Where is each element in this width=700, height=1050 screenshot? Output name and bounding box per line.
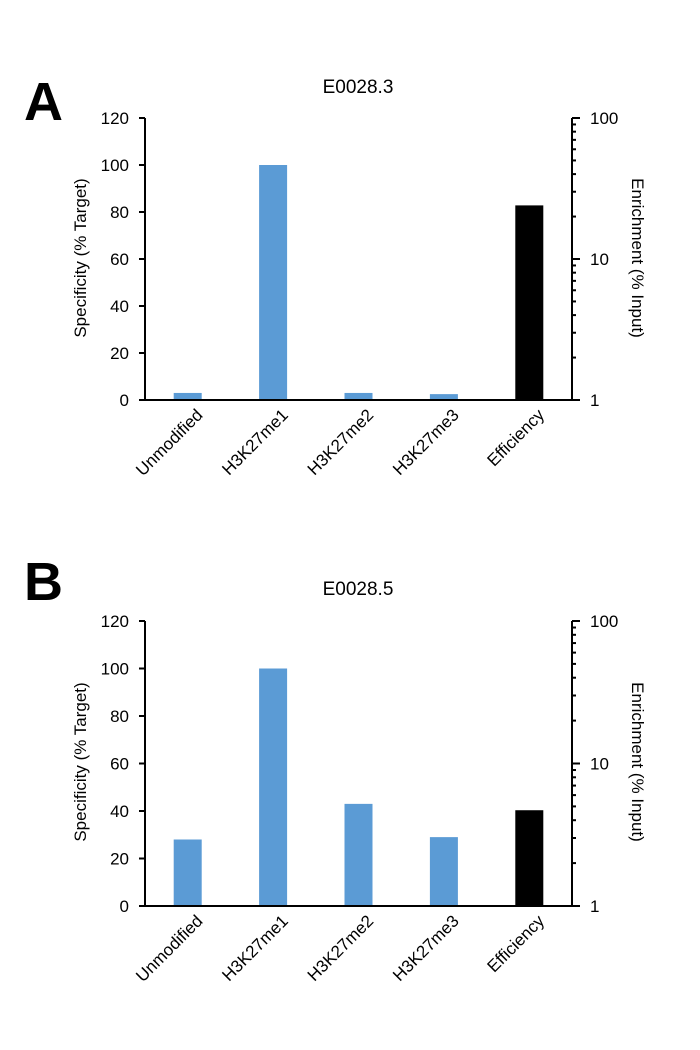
x-tick-label: Unmodified [132, 911, 206, 985]
y-tick-label: 40 [110, 802, 129, 821]
bar-efficiency [515, 810, 544, 906]
x-tick-label: H3K27me1 [218, 405, 292, 479]
bar [344, 392, 373, 400]
y2-tick-label: 100 [590, 109, 618, 128]
y-tick-label: 0 [120, 391, 129, 410]
y-tick-label: 40 [110, 297, 129, 316]
chart-title: E0028.5 [323, 579, 394, 600]
y2-tick-label: 10 [590, 250, 609, 269]
y2-tick-label: 1 [590, 391, 599, 410]
panel-a: A E0028.3 Specificity (% Target) Enrichm… [24, 72, 647, 480]
bar [173, 392, 202, 400]
y-tick-label: 20 [110, 850, 129, 869]
y-tick-label: 120 [101, 612, 129, 631]
y-axis-label: Specificity (% Target) [71, 682, 90, 841]
x-tick-label: H3K27me2 [304, 405, 378, 479]
y-tick-label: 60 [110, 755, 129, 774]
y2-tick-label: 100 [590, 612, 618, 631]
y-axis-label: Specificity (% Target) [71, 178, 90, 337]
panel-letter: A [24, 72, 63, 132]
y-tick-label: 100 [101, 156, 129, 175]
panel-letter: B [24, 552, 63, 612]
bar [173, 839, 202, 906]
x-tick-label: H3K27me3 [389, 405, 463, 479]
y2-axis-label: Enrichment (% Input) [628, 178, 647, 338]
bar [344, 803, 373, 906]
chart-title: E0028.3 [323, 77, 394, 98]
x-tick-label: Unmodified [132, 405, 206, 479]
y2-axis-label: Enrichment (% Input) [628, 682, 647, 842]
y-tick-label: 20 [110, 344, 129, 363]
x-tick-label: Efficiency [483, 911, 548, 976]
y2-tick-label: 10 [590, 755, 609, 774]
y-tick-label: 60 [110, 250, 129, 269]
y-tick-label: 100 [101, 660, 129, 679]
bar [429, 837, 458, 906]
x-tick-label: H3K27me2 [304, 911, 378, 985]
panel-b: B E0028.5 Specificity (% Target) Enrichm… [24, 552, 647, 986]
y2-tick-label: 1 [590, 897, 599, 916]
x-tick-label: Efficiency [483, 405, 548, 470]
bar [429, 394, 458, 400]
y-tick-label: 80 [110, 203, 129, 222]
y-tick-label: 80 [110, 707, 129, 726]
x-tick-label: H3K27me1 [218, 911, 292, 985]
x-tick-label: H3K27me3 [389, 911, 463, 985]
bar [259, 668, 288, 906]
y-tick-label: 120 [101, 109, 129, 128]
bar-efficiency [515, 205, 544, 400]
bar [259, 165, 288, 400]
y-tick-label: 0 [120, 897, 129, 916]
